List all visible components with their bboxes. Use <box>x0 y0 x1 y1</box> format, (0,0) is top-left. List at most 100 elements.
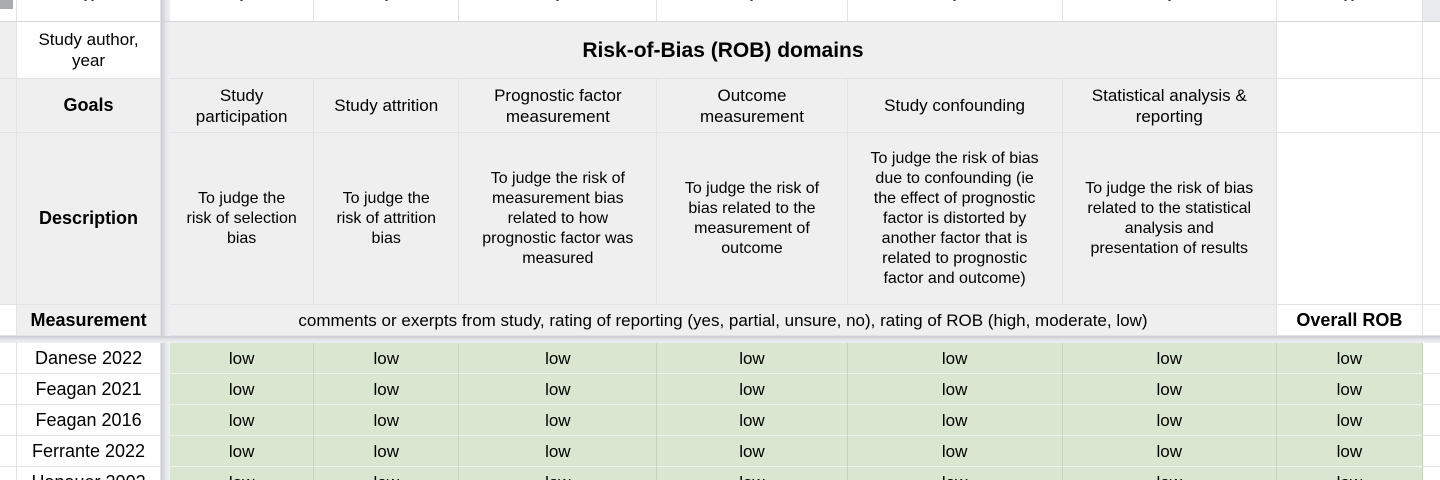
goal-header-cell[interactable]: Outcome measurement <box>657 79 848 133</box>
rating-cell[interactable]: low <box>170 467 315 480</box>
empty-cell[interactable] <box>1276 22 1423 79</box>
goals-label-cell[interactable]: Goals <box>17 79 162 133</box>
rating-cell[interactable]: low <box>1062 343 1277 374</box>
rating-cell[interactable]: low <box>847 467 1063 480</box>
row-header-sliver-cell[interactable] <box>0 343 17 374</box>
clipped-cell[interactable] <box>170 0 315 22</box>
clipped-cell[interactable] <box>847 0 1063 22</box>
row-header-sliver-cell[interactable] <box>0 436 17 467</box>
study-name-cell[interactable]: Hanauer 2002 <box>17 467 162 480</box>
overall-rating-cell[interactable]: low <box>1276 467 1423 480</box>
empty-cell[interactable] <box>1276 79 1423 133</box>
overall-rating-cell[interactable]: low <box>1276 343 1423 374</box>
row-header-sliver-cell[interactable] <box>0 374 17 405</box>
clipped-cell[interactable] <box>1062 0 1277 22</box>
rating-cell[interactable]: low <box>657 374 848 405</box>
rating-cell[interactable]: low <box>170 436 315 467</box>
rating-cell[interactable]: low <box>170 374 315 405</box>
frozen-column-divider <box>161 343 171 374</box>
empty-cell[interactable] <box>1422 133 1440 305</box>
rating-cell[interactable]: low <box>657 436 848 467</box>
clipped-text-mark <box>1344 0 1348 1</box>
rating-cell[interactable]: low <box>1062 467 1277 480</box>
overall-rating-cell[interactable]: low <box>1276 436 1423 467</box>
empty-cell[interactable] <box>1276 133 1423 305</box>
rating-cell[interactable]: low <box>314 467 460 480</box>
clipped-cell[interactable] <box>1276 0 1423 22</box>
rating-cell[interactable]: low <box>314 405 460 436</box>
empty-cell[interactable] <box>1422 374 1440 405</box>
frozen-column-divider <box>161 22 171 79</box>
study-name-cell[interactable]: Ferrante 2022 <box>17 436 162 467</box>
rating-cell[interactable]: low <box>459 436 658 467</box>
rating-cell[interactable]: low <box>314 343 460 374</box>
rating-cell[interactable]: low <box>657 467 848 480</box>
goal-header-cell[interactable]: Statistical analysis & reporting <box>1062 79 1277 133</box>
description-label-cell[interactable]: Description <box>17 133 162 305</box>
rating-cell[interactable]: low <box>847 374 1063 405</box>
clipped-cell[interactable] <box>17 0 162 22</box>
measurement-label-cell[interactable]: Measurement <box>17 305 162 336</box>
rating-cell[interactable]: low <box>847 343 1063 374</box>
description-cell[interactable]: To judge the risk of bias related to the… <box>657 133 848 305</box>
rating-cell[interactable]: low <box>657 405 848 436</box>
description-cell[interactable]: To judge the risk of measurement bias re… <box>459 133 658 305</box>
goal-header-cell[interactable]: Study participation <box>170 79 315 133</box>
clipped-cell[interactable] <box>657 0 848 22</box>
rating-cell[interactable]: low <box>314 436 460 467</box>
rating-cell[interactable]: low <box>1062 436 1277 467</box>
study-author-header-cell[interactable]: Study author, year <box>17 22 162 79</box>
row-header-sliver-cell[interactable] <box>0 305 17 336</box>
goal-header-cell[interactable]: Study confounding <box>847 79 1063 133</box>
row-header-sliver-cell[interactable] <box>0 22 17 79</box>
description-cell[interactable]: To judge the risk of bias related to the… <box>1062 133 1277 305</box>
rating-cell[interactable]: low <box>459 467 658 480</box>
study-name-cell[interactable]: Feagan 2021 <box>17 374 162 405</box>
description-row: Description To judge the risk of selecti… <box>0 133 1440 305</box>
goal-header-cell[interactable]: Prognostic factor measurement <box>459 79 658 133</box>
rating-cell[interactable]: low <box>1062 405 1277 436</box>
empty-cell[interactable] <box>1422 343 1440 374</box>
empty-cell[interactable] <box>1422 467 1440 480</box>
rating-cell[interactable]: low <box>170 343 315 374</box>
overall-rating-cell[interactable]: low <box>1276 405 1423 436</box>
rating-cell[interactable]: low <box>847 436 1063 467</box>
empty-cell[interactable] <box>1422 405 1440 436</box>
clipped-cell[interactable] <box>459 0 658 22</box>
clipped-text-mark <box>384 0 388 1</box>
rating-cell[interactable]: low <box>1062 374 1277 405</box>
row-header-sliver-cell[interactable] <box>0 133 17 305</box>
rating-cell[interactable]: low <box>657 343 848 374</box>
rating-cell[interactable]: low <box>459 343 658 374</box>
frozen-column-divider <box>161 0 171 22</box>
clipped-cell[interactable] <box>314 0 460 22</box>
row-header-sliver-cell[interactable] <box>0 405 17 436</box>
rob-domains-title-cell[interactable]: Risk-of-Bias (ROB) domains <box>170 22 1277 79</box>
row-header-sliver-cell[interactable] <box>0 0 17 22</box>
rating-cell[interactable]: low <box>459 374 658 405</box>
measurement-note-cell[interactable]: comments or exerpts from study, rating o… <box>170 305 1277 336</box>
empty-cell[interactable] <box>1422 79 1440 133</box>
clipped-text-mark <box>83 0 87 1</box>
row-header-sliver-cell[interactable] <box>0 467 17 480</box>
clipped-cell[interactable] <box>1422 0 1440 22</box>
overall-rob-header-cell[interactable]: Overall ROB <box>1276 305 1423 336</box>
description-cell[interactable]: To judge the risk of attrition bias <box>314 133 460 305</box>
rating-cell[interactable]: low <box>314 374 460 405</box>
empty-cell[interactable] <box>1422 305 1440 336</box>
description-cell[interactable]: To judge the risk of bias due to confoun… <box>847 133 1063 305</box>
row-header-sliver-cell[interactable] <box>0 79 17 133</box>
table-row: Hanauer 2002 low low low low low low low <box>0 467 1440 480</box>
rating-cell[interactable]: low <box>847 405 1063 436</box>
description-cell[interactable]: To judge the risk of selection bias <box>170 133 315 305</box>
study-name-cell[interactable]: Danese 2022 <box>17 343 162 374</box>
frozen-column-divider <box>161 405 171 436</box>
clipped-text-mark <box>90 0 94 1</box>
goal-header-cell[interactable]: Study attrition <box>314 79 460 133</box>
study-name-cell[interactable]: Feagan 2016 <box>17 405 162 436</box>
overall-rating-cell[interactable]: low <box>1276 374 1423 405</box>
rating-cell[interactable]: low <box>459 405 658 436</box>
rating-cell[interactable]: low <box>170 405 315 436</box>
empty-cell[interactable] <box>1422 22 1440 79</box>
empty-cell[interactable] <box>1422 436 1440 467</box>
